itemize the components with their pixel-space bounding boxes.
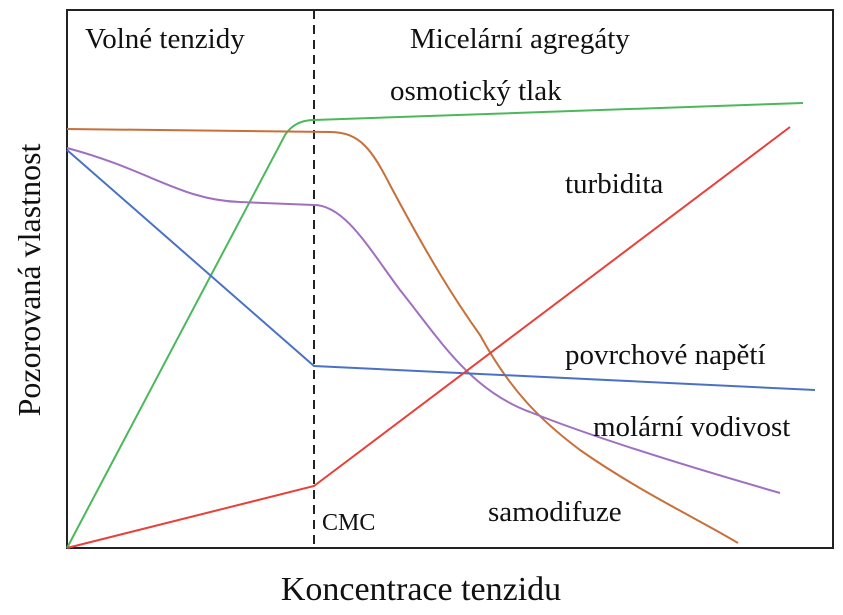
curve-label: turbidita	[565, 168, 663, 200]
cmc-label: CMC	[322, 510, 375, 536]
self-diffusion-curve	[66, 128, 739, 544]
y-axis-label: Pozorovaná vlastnost	[11, 143, 47, 416]
curve-label: osmotický tlak	[390, 75, 562, 107]
curve-label: povrchové napětí	[565, 339, 766, 371]
turbidity-curve	[66, 126, 791, 549]
region-label: Micelární agregáty	[410, 23, 630, 55]
conductivity-curve	[66, 147, 781, 494]
curve-label: molární vodivost	[593, 411, 790, 443]
region-label: Volné tenzidy	[85, 23, 245, 55]
x-axis-label: Koncentrace tenzidu	[281, 571, 561, 608]
curve-label: samodifuze	[488, 496, 622, 528]
surface-tension-curve	[66, 149, 816, 391]
plot-frame	[66, 9, 834, 549]
osmotic-curve	[66, 102, 804, 549]
